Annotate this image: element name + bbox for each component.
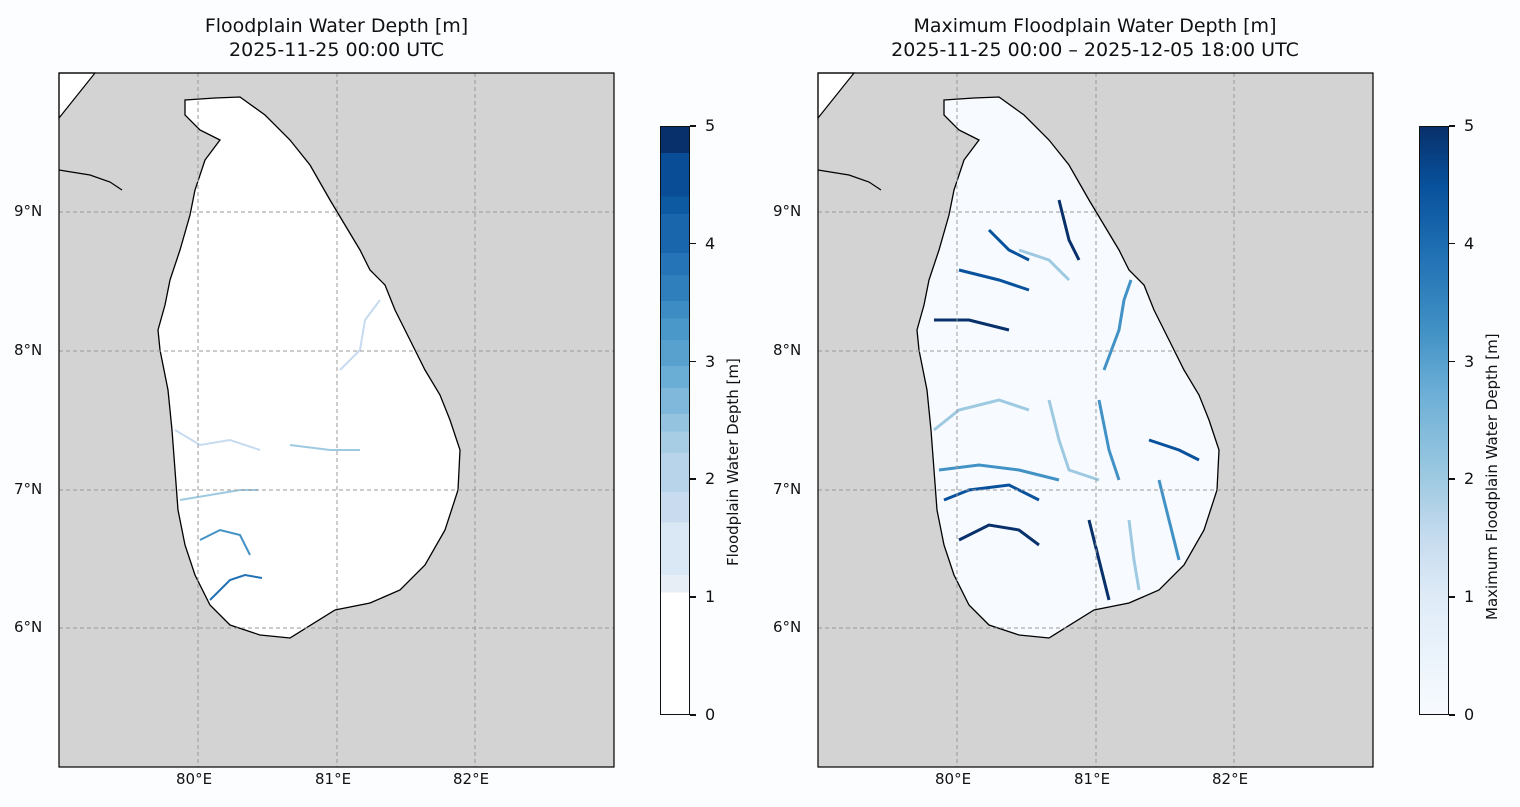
colorbar-tick xyxy=(690,242,696,245)
colorbar-tick xyxy=(1449,125,1455,127)
colorbar-tick-label: 1 xyxy=(1464,587,1475,607)
colorbar-tick-label: 1 xyxy=(705,587,716,607)
flood-river xyxy=(933,398,1030,432)
title-line-2: 2025-11-25 00:00 – 2025-12-05 18:00 UTC xyxy=(891,39,1299,61)
title-line-1: Maximum Floodplain Water Depth [m] xyxy=(913,15,1277,37)
colorbar-tick xyxy=(1449,596,1455,598)
colorbar-tick-label: 5 xyxy=(1464,116,1475,135)
colorbar-tick xyxy=(690,125,696,127)
lat-tick-label: 9°N xyxy=(14,202,43,220)
flood-river xyxy=(1148,438,1200,462)
colorbar-tick-label: 4 xyxy=(1464,233,1475,253)
right-colorbar-label: Maximum Floodplain Water Depth [m] xyxy=(1483,333,1501,620)
sri-lanka-landmass xyxy=(157,96,461,639)
colorbar-tick-label: 4 xyxy=(705,233,716,253)
right-map-title: Maximum Floodplain Water Depth [m] 2025-… xyxy=(790,14,1400,62)
map-frame xyxy=(817,72,1374,768)
colorbar-tick-label: 0 xyxy=(1464,705,1475,724)
colorbar-tick-label: 5 xyxy=(705,116,716,135)
adams-bridge xyxy=(58,169,123,191)
left-map xyxy=(58,72,615,768)
lat-tick-label: 7°N xyxy=(14,480,43,498)
flood-river xyxy=(938,463,1060,482)
flood-river xyxy=(1157,479,1181,561)
colorbar-tick-label: 2 xyxy=(705,469,716,489)
left-map-title: Floodplain Water Depth [m] 2025-11-25 00… xyxy=(59,14,614,62)
colorbar-tick xyxy=(1449,478,1455,480)
flood-river xyxy=(1057,199,1081,261)
map-frame xyxy=(58,72,615,768)
left-colorbar xyxy=(660,126,690,715)
colorbar-tick-label: 2 xyxy=(1464,469,1475,489)
colorbar-tick xyxy=(1449,242,1455,245)
flood-river xyxy=(339,299,381,371)
lon-tick-label: 81°E xyxy=(1074,770,1111,788)
flood-river xyxy=(289,444,360,451)
colorbar-tick xyxy=(1449,714,1455,716)
flood-river xyxy=(1097,399,1121,481)
flood-river xyxy=(1102,279,1133,371)
flood-river xyxy=(199,528,251,556)
left-colorbar-label: Floodplain Water Depth [m] xyxy=(724,358,742,566)
flood-river xyxy=(1047,399,1100,482)
flood-river xyxy=(174,429,261,451)
colorbar-tick-label: 0 xyxy=(705,705,716,724)
colorbar-tick-label: 3 xyxy=(705,351,716,371)
lat-tick-label: 6°N xyxy=(14,618,43,636)
colorbar-tick-label: 3 xyxy=(1464,351,1475,371)
lat-tick-label: 9°N xyxy=(773,202,802,220)
title-line-2: 2025-11-25 00:00 UTC xyxy=(229,39,444,61)
colorbar-tick xyxy=(690,714,696,716)
colorbar-tick xyxy=(690,478,696,480)
lon-tick-label: 82°E xyxy=(1212,770,1249,788)
flood-river xyxy=(987,228,1030,262)
colorbar-tick xyxy=(1449,360,1455,363)
flood-river xyxy=(1087,519,1111,601)
lat-tick-label: 8°N xyxy=(14,341,43,359)
flood-river xyxy=(209,573,263,601)
title-line-1: Floodplain Water Depth [m] xyxy=(204,15,469,37)
flood-river xyxy=(1018,248,1071,282)
flood-river xyxy=(958,523,1040,547)
flood-river xyxy=(1127,519,1141,591)
lat-tick-label: 7°N xyxy=(773,480,802,498)
right-map xyxy=(817,72,1374,768)
flood-river xyxy=(958,268,1030,292)
lon-tick-label: 82°E xyxy=(453,770,490,788)
lon-tick-label: 80°E xyxy=(935,770,972,788)
lon-tick-label: 80°E xyxy=(176,770,213,788)
lat-tick-label: 8°N xyxy=(773,341,802,359)
flood-river xyxy=(934,318,1010,332)
colorbar-tick xyxy=(690,360,696,363)
colorbar-tick xyxy=(690,596,696,598)
right-colorbar xyxy=(1419,126,1449,715)
lat-tick-label: 6°N xyxy=(773,618,802,636)
lon-tick-label: 81°E xyxy=(315,770,352,788)
adams-bridge xyxy=(817,169,882,191)
